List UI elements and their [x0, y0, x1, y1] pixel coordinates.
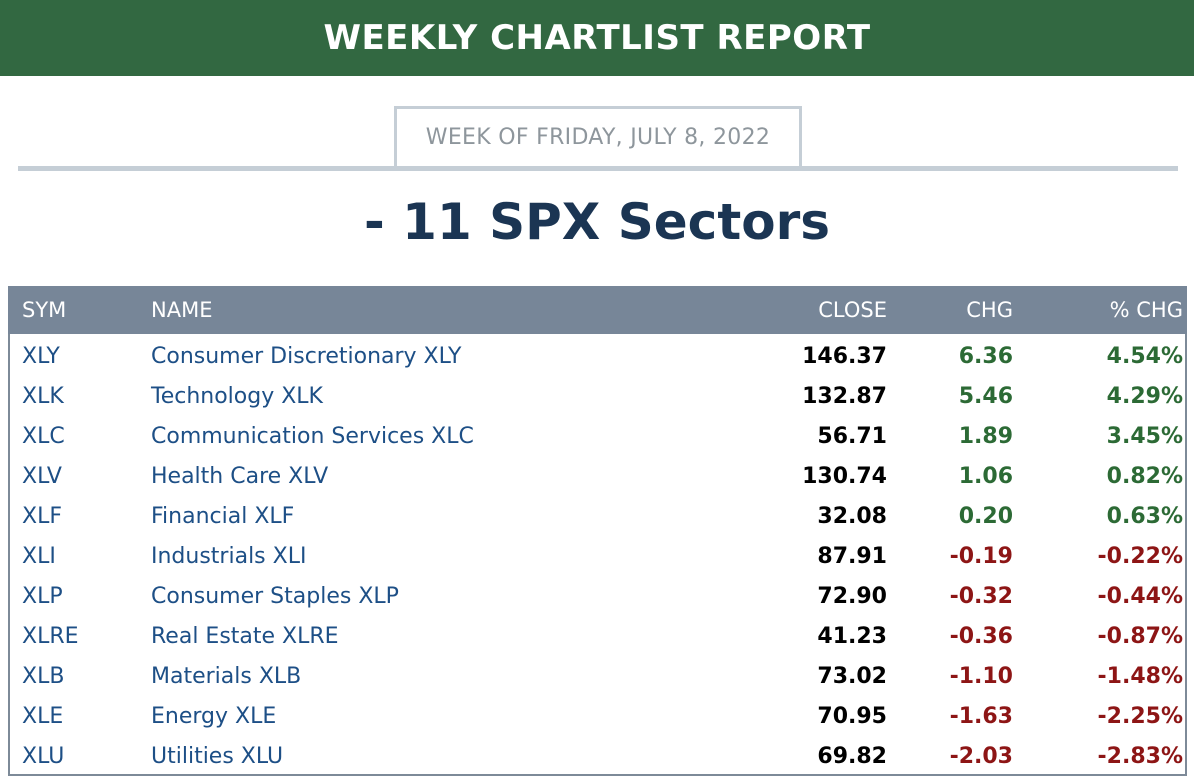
- row-name-link[interactable]: Consumer Staples XLP: [151, 583, 399, 609]
- header-sym[interactable]: SYM: [22, 298, 67, 322]
- row-name-link[interactable]: Consumer Discretionary XLY: [151, 343, 462, 369]
- row-close-value: 73.02: [817, 663, 887, 689]
- row-close-value: 87.91: [817, 543, 887, 569]
- table-row: XLC Communication Services XLC 56.71 1.89 3.…: [8, 416, 1187, 456]
- table-row: XLRE Real Estate XLRE 41.23 -0.36 -0.87%: [8, 616, 1187, 656]
- row-name-link[interactable]: Utilities XLU: [151, 743, 284, 769]
- row-change-value: 1.06: [958, 463, 1013, 489]
- row-pct-change-value: 3.45%: [1106, 423, 1183, 449]
- row-symbol-link[interactable]: XLB: [22, 663, 65, 689]
- row-symbol-link[interactable]: XLK: [22, 383, 64, 409]
- table-row: XLB Materials XLB 73.02 -1.10 -1.48%: [8, 656, 1187, 696]
- row-close-value: 130.74: [802, 463, 887, 489]
- row-close-value: 56.71: [817, 423, 887, 449]
- row-symbol-link[interactable]: XLRE: [22, 623, 79, 649]
- row-close-value: 72.90: [817, 583, 887, 609]
- row-name-link[interactable]: Communication Services XLC: [151, 423, 474, 449]
- table-row: XLU Utilities XLU 69.82 -2.03 -2.83%: [8, 736, 1187, 776]
- row-change-value: -0.32: [949, 583, 1013, 609]
- table-header: SYM NAME CLOSE CHG % CHG: [8, 286, 1187, 334]
- row-close-value: 70.95: [817, 703, 887, 729]
- row-name-link[interactable]: Health Care XLV: [151, 463, 329, 489]
- row-change-value: -2.03: [949, 743, 1013, 769]
- header-pct-chg[interactable]: % CHG: [1109, 298, 1183, 322]
- row-pct-change-value: 0.82%: [1106, 463, 1183, 489]
- row-pct-change-value: 4.29%: [1106, 383, 1183, 409]
- week-divider: [18, 166, 1178, 171]
- row-symbol-link[interactable]: XLC: [22, 423, 65, 449]
- row-close-value: 41.23: [817, 623, 887, 649]
- row-symbol-link[interactable]: XLY: [22, 343, 60, 369]
- row-change-value: 6.36: [958, 343, 1013, 369]
- week-label-box: WEEK OF FRIDAY, JULY 8, 2022: [394, 106, 802, 166]
- page-title: - 11 SPX Sectors: [364, 193, 830, 251]
- table-row: XLK Technology XLK 132.87 5.46 4.29%: [8, 376, 1187, 416]
- row-pct-change-value: -2.25%: [1097, 703, 1183, 729]
- table-row: XLY Consumer Discretionary XLY 146.37 6.36 4…: [8, 336, 1187, 376]
- row-name-link[interactable]: Energy XLE: [151, 703, 277, 729]
- row-pct-change-value: -0.87%: [1097, 623, 1183, 649]
- row-symbol-link[interactable]: XLP: [22, 583, 63, 609]
- row-name-link[interactable]: Industrials XLI: [151, 543, 307, 569]
- row-change-value: 1.89: [958, 423, 1013, 449]
- report-banner: WEEKLY CHARTLIST REPORT: [0, 0, 1194, 76]
- header-chg[interactable]: CHG: [966, 298, 1013, 322]
- table-row: XLV Health Care XLV 130.74 1.06 0.82%: [8, 456, 1187, 496]
- table-row: XLE Energy XLE 70.95 -1.63 -2.25%: [8, 696, 1187, 736]
- row-symbol-link[interactable]: XLI: [22, 543, 56, 569]
- header-close[interactable]: CLOSE: [818, 298, 887, 322]
- row-close-value: 146.37: [802, 343, 887, 369]
- row-pct-change-value: 0.63%: [1106, 503, 1183, 529]
- row-close-value: 132.87: [802, 383, 887, 409]
- row-change-value: 0.20: [958, 503, 1013, 529]
- sector-table-frame: [8, 286, 1187, 776]
- row-symbol-link[interactable]: XLF: [22, 503, 62, 529]
- row-change-value: -1.10: [949, 663, 1013, 689]
- row-close-value: 69.82: [817, 743, 887, 769]
- row-name-link[interactable]: Technology XLK: [151, 383, 323, 409]
- row-symbol-link[interactable]: XLE: [22, 703, 64, 729]
- row-pct-change-value: -1.48%: [1097, 663, 1183, 689]
- row-pct-change-value: -2.83%: [1097, 743, 1183, 769]
- header-name[interactable]: NAME: [151, 298, 213, 322]
- row-change-value: -0.36: [949, 623, 1013, 649]
- row-symbol-link[interactable]: XLV: [22, 463, 62, 489]
- row-close-value: 32.08: [817, 503, 887, 529]
- table-row: XLI Industrials XLI 87.91 -0.19 -0.22%: [8, 536, 1187, 576]
- row-change-value: 5.46: [958, 383, 1013, 409]
- row-name-link[interactable]: Real Estate XLRE: [151, 623, 339, 649]
- week-label: WEEK OF FRIDAY, JULY 8, 2022: [425, 125, 771, 150]
- report-title: WEEKLY CHARTLIST REPORT: [323, 18, 871, 58]
- row-pct-change-value: -0.22%: [1097, 543, 1183, 569]
- row-pct-change-value: -0.44%: [1097, 583, 1183, 609]
- row-change-value: -0.19: [949, 543, 1013, 569]
- table-row: XLF Financial XLF 32.08 0.20 0.63%: [8, 496, 1187, 536]
- row-name-link[interactable]: Financial XLF: [151, 503, 295, 529]
- table-row: XLP Consumer Staples XLP 72.90 -0.32 -0.44%: [8, 576, 1187, 616]
- sector-table-body: XLY Consumer Discretionary XLY 146.37 6.36 4…: [8, 336, 1187, 776]
- row-symbol-link[interactable]: XLU: [22, 743, 65, 769]
- row-name-link[interactable]: Materials XLB: [151, 663, 302, 689]
- row-pct-change-value: 4.54%: [1106, 343, 1183, 369]
- row-change-value: -1.63: [949, 703, 1013, 729]
